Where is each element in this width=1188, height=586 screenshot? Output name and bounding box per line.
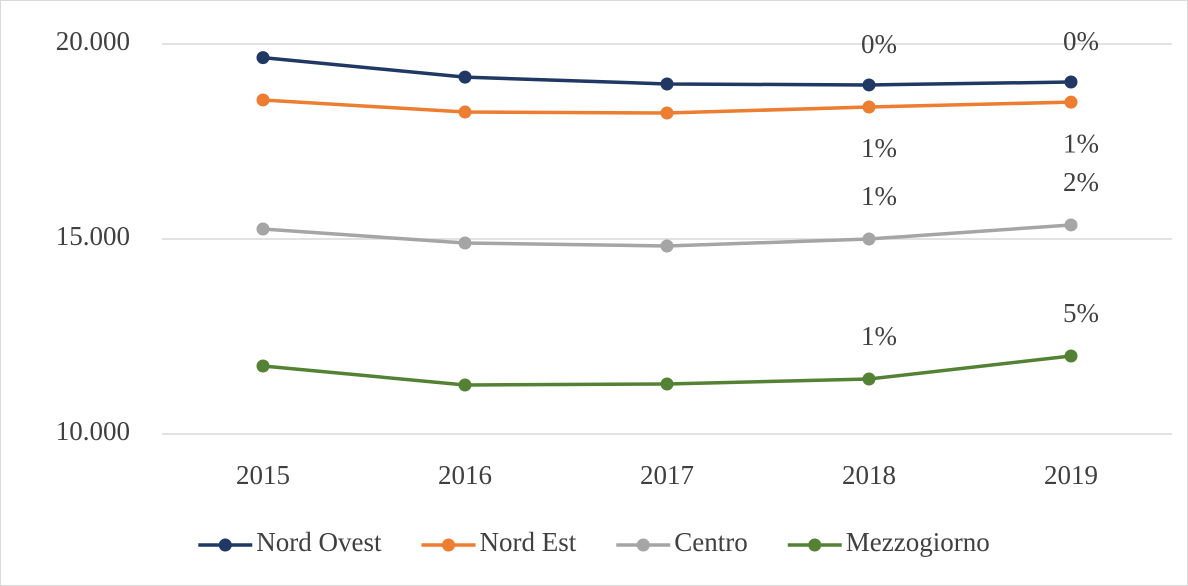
- data-annotation: 1%: [861, 181, 897, 211]
- data-point: [256, 51, 270, 65]
- legend-label: Nord Ovest: [256, 527, 382, 557]
- legend-label: Centro: [674, 527, 748, 557]
- y-tick-label: 10.000: [56, 416, 130, 446]
- data-point: [458, 105, 472, 119]
- data-point: [660, 77, 674, 91]
- data-annotation: 1%: [1063, 128, 1099, 158]
- legend-item: Mezzogiorno: [787, 527, 990, 557]
- legend-marker: [636, 538, 650, 552]
- data-point: [458, 378, 472, 392]
- data-point: [1064, 75, 1078, 89]
- data-point: [1064, 349, 1078, 363]
- data-point: [1064, 95, 1078, 109]
- data-annotation: 5%: [1063, 298, 1099, 328]
- legend-item: Centro: [616, 527, 748, 557]
- data-annotation: 2%: [1063, 167, 1099, 197]
- legend-marker: [442, 538, 456, 552]
- data-point: [862, 78, 876, 92]
- x-tick-label: 2015: [236, 460, 290, 490]
- data-point: [458, 236, 472, 250]
- data-point: [256, 359, 270, 373]
- y-tick-label: 20.000: [56, 26, 130, 56]
- data-point: [862, 372, 876, 386]
- data-point: [862, 100, 876, 114]
- data-point: [1064, 218, 1078, 232]
- legend-item: Nord Est: [421, 527, 577, 557]
- legend-label: Nord Est: [480, 527, 577, 557]
- data-annotation: 0%: [861, 29, 897, 59]
- data-point: [458, 70, 472, 84]
- data-annotation: 0%: [1063, 26, 1099, 56]
- legend-label: Mezzogiorno: [846, 527, 990, 557]
- legend-marker: [218, 538, 232, 552]
- data-point: [862, 232, 876, 246]
- x-tick-label: 2018: [842, 460, 896, 490]
- data-point: [660, 239, 674, 253]
- x-tick-label: 2016: [438, 460, 492, 490]
- data-annotation: 1%: [861, 133, 897, 163]
- data-point: [256, 222, 270, 236]
- data-point: [660, 377, 674, 391]
- data-point: [256, 93, 270, 107]
- data-point: [660, 106, 674, 120]
- x-tick-label: 2017: [640, 460, 694, 490]
- legend-marker: [808, 538, 822, 552]
- data-annotation: 1%: [861, 321, 897, 351]
- legend-item: Nord Ovest: [198, 527, 382, 557]
- x-tick-label: 2019: [1044, 460, 1098, 490]
- y-tick-label: 15.000: [56, 221, 130, 251]
